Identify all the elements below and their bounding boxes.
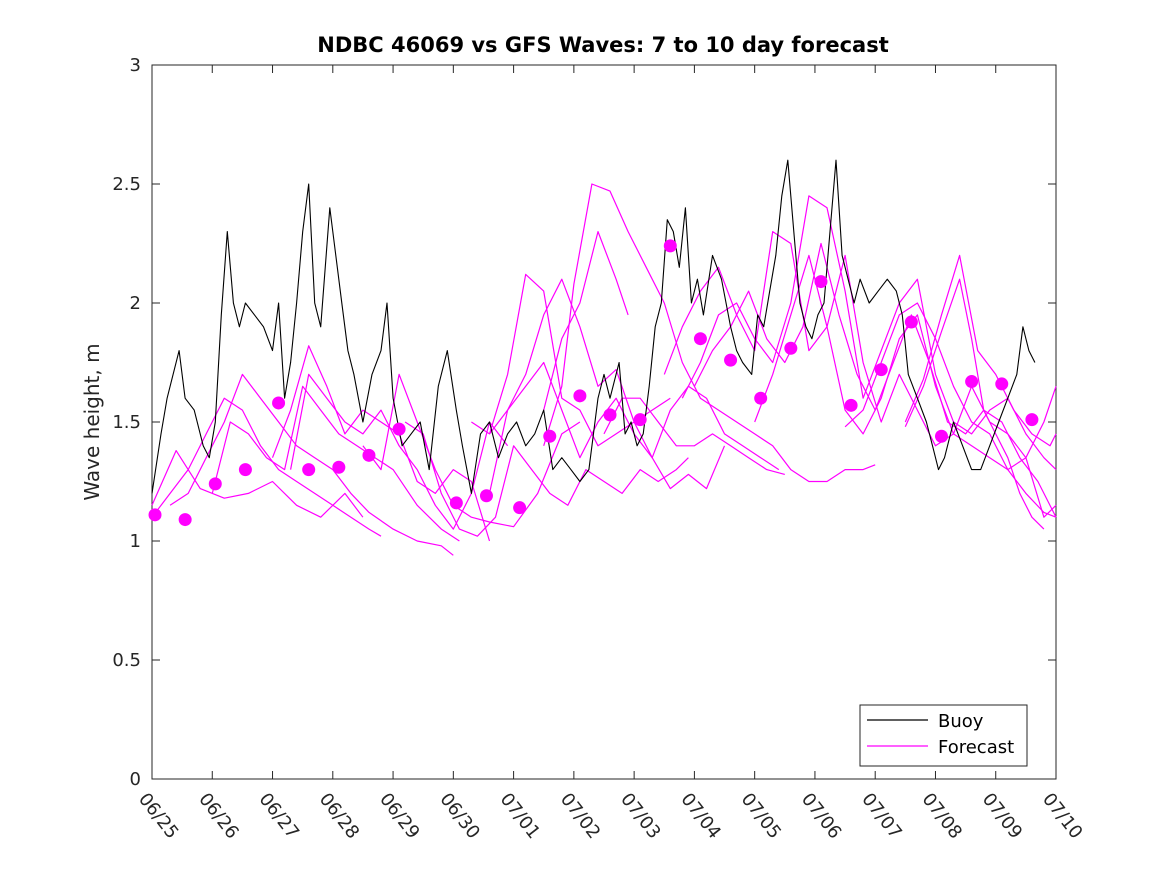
forecast-line-5 bbox=[271, 345, 491, 542]
legend-label-buoy: Buoy bbox=[938, 711, 984, 732]
forecast-marker bbox=[302, 463, 316, 477]
forecast-line-13 bbox=[543, 231, 629, 411]
forecast-marker bbox=[633, 413, 647, 427]
plot-frame bbox=[151, 64, 1057, 780]
chart-title: NDBC 46069 vs GFS Waves: 7 to 10 day for… bbox=[317, 33, 888, 57]
forecast-line-21 bbox=[904, 278, 1045, 530]
y-axis: 0 0.5 1 1.5 2 2.5 3 bbox=[112, 55, 1056, 790]
y-tick-label: 2.5 bbox=[112, 174, 141, 195]
forecast-line-16 bbox=[681, 195, 1057, 471]
forecast-marker bbox=[814, 275, 828, 289]
forecast-marker bbox=[693, 332, 707, 346]
forecast-marker bbox=[392, 422, 406, 436]
forecast-marker bbox=[543, 429, 557, 443]
forecast-marker bbox=[479, 489, 493, 503]
forecast-marker bbox=[332, 460, 346, 474]
forecast-line-8 bbox=[404, 421, 689, 537]
legend-box bbox=[859, 704, 1028, 767]
forecast-marker bbox=[663, 239, 677, 253]
forecast-marker bbox=[1025, 413, 1039, 427]
y-tick-label: 0.5 bbox=[112, 650, 141, 671]
forecast-marker bbox=[272, 396, 286, 410]
forecast-marker bbox=[238, 463, 252, 477]
forecast-marker bbox=[904, 315, 918, 329]
forecast-marker bbox=[178, 513, 192, 527]
buoy-line bbox=[151, 159, 1036, 494]
forecast-marker bbox=[934, 429, 948, 443]
forecast-line-2 bbox=[151, 450, 364, 518]
forecast-line-12 bbox=[543, 183, 876, 483]
forecast-marker bbox=[362, 448, 376, 462]
forecast-line-9 bbox=[471, 273, 726, 490]
forecast-marker bbox=[724, 353, 738, 367]
y-axis-label: Wave height, m bbox=[80, 343, 104, 500]
y-tick-label: 0 bbox=[130, 769, 141, 790]
plot-area bbox=[148, 64, 1057, 780]
forecast-marker bbox=[603, 408, 617, 422]
forecast-marker bbox=[449, 496, 463, 510]
legend: Buoy Forecast bbox=[859, 704, 1028, 767]
forecast-line-3 bbox=[169, 373, 454, 556]
forecast-line-19 bbox=[844, 302, 1057, 518]
y-tick-label: 1 bbox=[130, 531, 141, 552]
forecast-marker bbox=[784, 341, 798, 355]
forecast-line-4 bbox=[211, 385, 460, 542]
forecast-marker bbox=[965, 375, 979, 389]
forecast-marker bbox=[208, 477, 222, 491]
forecast-line-20 bbox=[904, 254, 1057, 447]
forecast-marker bbox=[995, 377, 1009, 391]
y-tick-label: 1.5 bbox=[112, 412, 141, 433]
y-tick-label: 2 bbox=[130, 293, 141, 314]
forecast-marker bbox=[874, 363, 888, 377]
forecast-marker bbox=[148, 508, 162, 522]
y-tick-label: 3 bbox=[130, 55, 141, 76]
forecast-marker bbox=[513, 501, 527, 515]
legend-label-forecast: Forecast bbox=[938, 737, 1014, 758]
forecast-marker bbox=[573, 389, 587, 403]
forecast-marker bbox=[844, 398, 858, 412]
forecast-marker bbox=[754, 391, 768, 405]
forecast-line-14 bbox=[603, 397, 785, 475]
forecast-line-1 bbox=[151, 397, 382, 537]
forecast-line-15 bbox=[663, 231, 1057, 518]
